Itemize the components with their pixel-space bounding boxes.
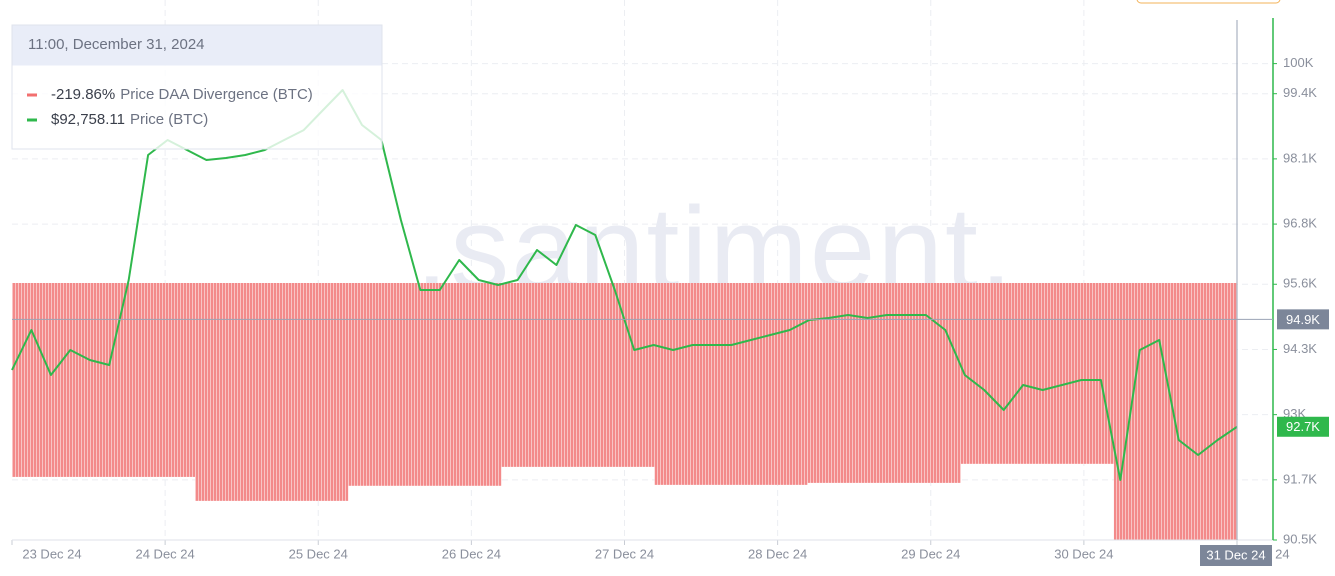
top-button[interactable] — [1136, 0, 1281, 4]
tooltip-name: Price (BTC) — [130, 111, 208, 128]
x-tick-label: 29 Dec 24 — [901, 546, 960, 561]
x-tick-label: 27 Dec 24 — [595, 546, 654, 561]
y-tick-label: 91.7K — [1283, 471, 1317, 486]
divergence-bar — [654, 283, 808, 485]
x-tick-label: 23 Dec 24 — [22, 546, 81, 561]
y-tick-label: 94.3K — [1283, 341, 1317, 356]
y-tick-label: 100K — [1283, 55, 1314, 70]
divergence-bar — [195, 283, 349, 501]
last-price-marker — [1277, 416, 1329, 437]
hover-x-label: 31 Dec 24 — [1206, 547, 1265, 562]
crosshair-marker — [1277, 309, 1329, 330]
divergence-bar — [501, 283, 655, 467]
divergence-bar — [1113, 283, 1237, 540]
x-tick-label: 24 Dec 24 — [135, 546, 194, 561]
x-tick-label: 25 Dec 24 — [289, 546, 348, 561]
hover-x-marker — [1200, 545, 1272, 566]
tooltip-header — [12, 25, 382, 66]
divergence-bar — [807, 283, 961, 483]
divergence-bar — [12, 283, 196, 477]
tooltip-title: 11:00, December 31, 2024 — [28, 36, 205, 53]
divergence-bar — [348, 283, 502, 486]
tooltip-value: $92,758.11 — [51, 111, 125, 128]
price-line — [11, 89, 1238, 481]
y-tick-label: 90.5K — [1283, 531, 1317, 546]
crosshair-label: 94.9K — [1286, 312, 1320, 327]
tooltip-item: $92,758.11 Price (BTC) — [51, 111, 208, 128]
y-tick-label: 96.8K — [1283, 216, 1317, 231]
x-tick-label: 28 Dec 24 — [748, 546, 807, 561]
x-tick-label: 26 Dec 24 — [442, 546, 501, 561]
x-tick-label: 30 Dec 24 — [1054, 546, 1113, 561]
y-tick-label: 99.4K — [1283, 85, 1317, 100]
divergence-bar — [960, 283, 1114, 464]
tooltip-item: -219.86% Price DAA Divergence (BTC) — [51, 86, 313, 103]
last-price-label: 92.7K — [1286, 419, 1320, 434]
tooltip-value: -219.86% — [51, 86, 115, 103]
tooltip-name: Price DAA Divergence (BTC) — [120, 86, 313, 103]
y-tick-label: 98.1K — [1283, 150, 1317, 165]
y-tick-label: 95.6K — [1283, 276, 1317, 291]
